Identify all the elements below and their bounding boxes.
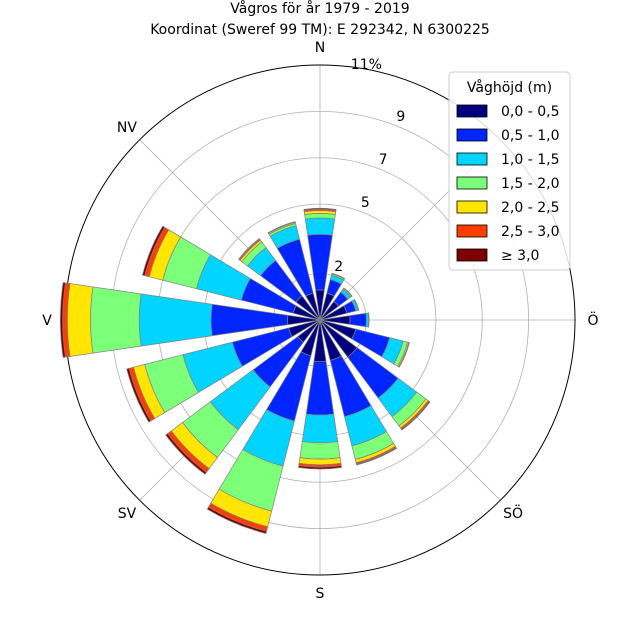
radial-tick-labels: 2 5 7 9 11%: [334, 57, 405, 275]
bar-segment-sector-3-bin-4: [353, 298, 360, 311]
legend-title: Våghöjd (m): [467, 79, 552, 96]
bar-segment-sector-8-bin-0: [313, 319, 327, 363]
bar-segment-sector-14-bin-6: [238, 238, 261, 261]
direction-label-s: S: [316, 586, 325, 602]
chart-subtitle: Koordinat (Sweref 99 TM): E 292342, N 63…: [150, 22, 490, 38]
radial-max-label: 11%: [351, 57, 382, 73]
bar-segment-sector-0-bin-6: [303, 207, 337, 211]
radial-tick-label-7: 7: [379, 152, 388, 168]
bar-segment-sector-13-bin-6: [142, 225, 166, 277]
direction-labels: N Ö SÖ S SV V NV: [42, 40, 598, 602]
direction-label-nv: NV: [117, 120, 137, 136]
bar-segment-sector-0-bin-1: [307, 233, 333, 291]
legend-swatch-3: [456, 176, 488, 190]
legend-label-4: 2,0 - 2,5: [501, 200, 559, 216]
legend-label-6: ≥ 3,0: [501, 248, 539, 264]
radial-tick-label-9: 9: [396, 109, 405, 125]
legend-label-3: 1,5 - 2,0: [501, 176, 559, 192]
bar-segment-sector-8-bin-3: [299, 441, 341, 460]
bar-segment-sector-12-bin-3: [90, 286, 142, 354]
radial-tick-label-2: 2: [334, 259, 343, 275]
bar-segment-sector-12-bin-2: [138, 293, 213, 347]
bar-segment-sector-8-bin-2: [301, 413, 339, 444]
bar-segment-sector-5-bin-6: [398, 342, 410, 368]
bar-segment-sector-12-bin-6: [60, 282, 66, 358]
bar-segment-sector-11-bin-6: [126, 367, 152, 423]
direction-label-sv: SV: [118, 506, 137, 522]
bar-segment-sector-4-bin-3: [367, 312, 370, 328]
bar-segment-sector-2-bin-5: [343, 287, 353, 297]
bar-segment-sector-10-bin-6: [165, 433, 207, 475]
chart-title: Vågros för år 1979 - 2019: [230, 0, 409, 17]
bar-segment-sector-9-bin-6: [206, 506, 267, 534]
legend-swatch-4: [456, 200, 488, 214]
legend-swatch-5: [456, 224, 488, 238]
legend-label-2: 1,0 - 1,5: [501, 152, 559, 168]
bar-segment-sector-12-bin-4: [66, 283, 94, 357]
legend-label-5: 2,5 - 3,0: [501, 224, 559, 240]
bar-segment-sector-4-bin-1: [349, 312, 367, 328]
radial-tick-label-5: 5: [361, 195, 370, 211]
bar-segment-sector-15-bin-6: [267, 221, 296, 234]
bar-segment-sector-7-bin-6: [356, 447, 398, 466]
bar-segment-sector-6-bin-6: [400, 400, 431, 431]
legend-swatch-6: [456, 248, 488, 262]
legend-swatch-2: [456, 152, 488, 166]
bar-segment-sector-8-bin-6: [298, 465, 342, 470]
bar-segment-sector-0-bin-2: [304, 217, 336, 236]
legend-label-0: 0,0 - 0,5: [501, 104, 559, 120]
legend: Våghöjd (m) 0,0 - 0,5 0,5 - 1,0 1,0 - 1,5 1,…: [448, 71, 571, 271]
bar-segment-sector-1-bin-5: [331, 272, 346, 280]
direction-label-v: V: [42, 313, 52, 329]
legend-label-1: 0,5 - 1,0: [501, 128, 559, 144]
bar-segment-sector-8-bin-1: [305, 360, 335, 416]
legend-box: [448, 71, 571, 271]
direction-label-so: SÖ: [503, 504, 523, 522]
legend-swatch-0: [456, 104, 488, 118]
direction-label-o: Ö: [587, 311, 598, 329]
direction-label-n: N: [315, 40, 325, 56]
legend-swatch-1: [456, 128, 488, 142]
rose-bars: [60, 207, 431, 534]
